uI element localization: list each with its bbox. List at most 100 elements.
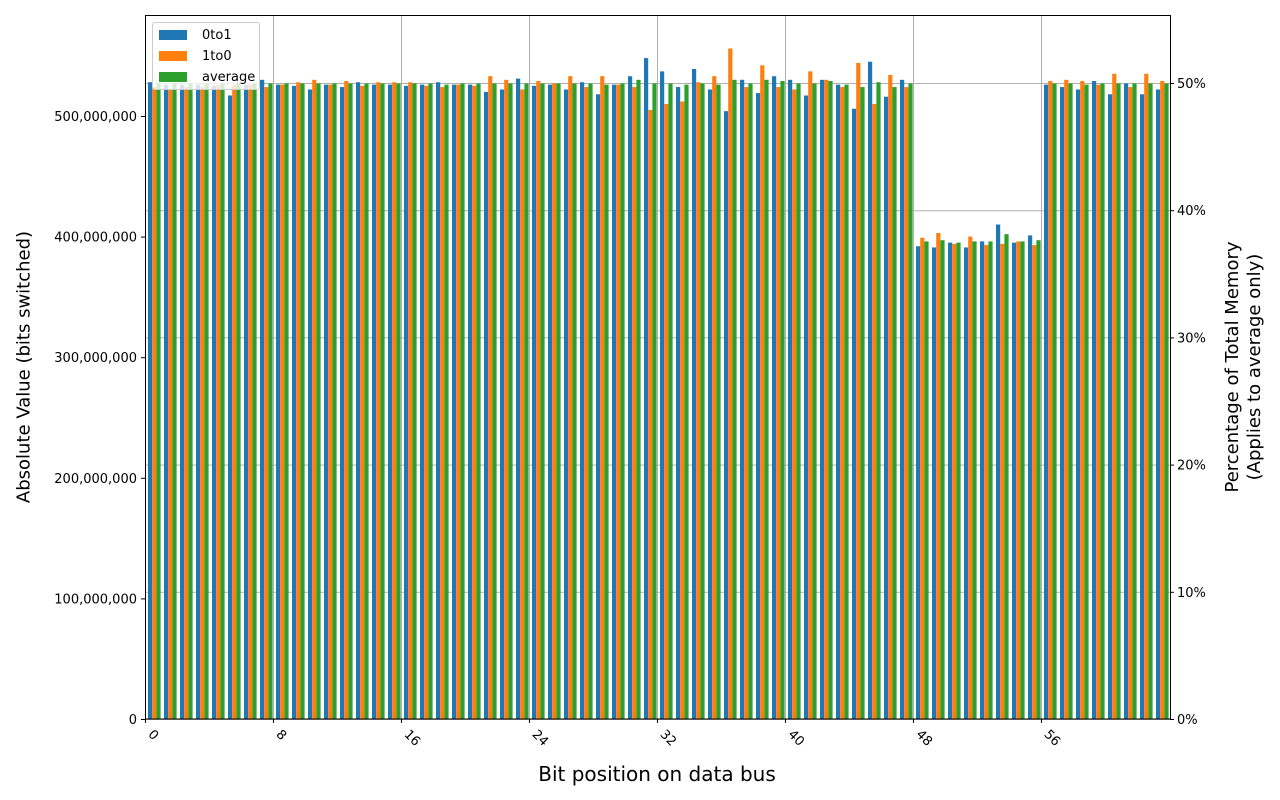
- bar-average: [524, 83, 529, 720]
- bar-0to1: [868, 61, 873, 720]
- bar-0to1: [724, 111, 729, 719]
- bar-average: [412, 83, 417, 720]
- bar-0to1: [884, 96, 889, 720]
- legend-item-1to0: 1to0: [159, 48, 232, 64]
- bar-average: [668, 83, 673, 720]
- bar-average: [284, 83, 289, 720]
- bar-1to0: [280, 84, 285, 720]
- bar-0to1: [1156, 89, 1161, 719]
- bar-average: [764, 79, 769, 719]
- bar-1to0: [408, 82, 413, 720]
- bar-1to0: [344, 81, 349, 719]
- bar-0to1: [612, 84, 617, 720]
- bar-average: [476, 83, 481, 720]
- bar-0to1: [1124, 83, 1129, 720]
- bar-average: [556, 83, 561, 720]
- bar-average: [812, 83, 817, 720]
- bar-0to1: [548, 84, 553, 720]
- bar-1to0: [520, 89, 525, 719]
- bar-0to1: [932, 247, 937, 720]
- x-tick-label: 24: [529, 727, 551, 749]
- bar-0to1: [964, 247, 969, 720]
- y-tick-label: 100,000,000: [54, 592, 137, 607]
- x-tick-label: 40: [785, 727, 807, 749]
- bar-1to0: [536, 81, 541, 719]
- y2-tick-label: 10%: [1177, 586, 1206, 601]
- bar-1to0: [1128, 87, 1133, 719]
- bar-average: [428, 83, 433, 720]
- bar-0to1: [948, 242, 953, 719]
- bar-average: [172, 83, 177, 720]
- bar-0to1: [564, 89, 569, 719]
- bar-0to1: [596, 94, 601, 720]
- bar-average: [1052, 83, 1057, 720]
- bar-1to0: [632, 87, 637, 719]
- bar-0to1: [1060, 87, 1065, 719]
- bar-1to0: [760, 65, 765, 719]
- bar-1to0: [264, 87, 269, 719]
- legend-label: 1to0: [202, 48, 232, 64]
- bar-average: [924, 241, 929, 719]
- bar-0to1: [820, 79, 825, 719]
- y-tick-label: 500,000,000: [54, 110, 137, 125]
- y-axis-right-label: Percentage of Total Memory (Applies to a…: [1222, 241, 1266, 492]
- y2-tick-label: 30%: [1177, 331, 1206, 346]
- bar-0to1: [388, 84, 393, 720]
- bar-0to1: [660, 71, 665, 720]
- bar-average: [796, 83, 801, 720]
- bar-average: [380, 83, 385, 720]
- bar-1to0: [904, 87, 909, 719]
- bar-1to0: [216, 84, 221, 720]
- y-axis-right-label-line1: Percentage of Total Memory: [1222, 241, 1243, 493]
- bar-average: [1004, 234, 1009, 720]
- bar-average: [508, 83, 513, 720]
- bar-average: [748, 83, 753, 720]
- bar-0to1: [772, 76, 777, 719]
- y-tick-label: 0: [129, 713, 137, 728]
- bar-1to0: [1144, 73, 1149, 720]
- bar-0to1: [788, 79, 793, 719]
- bar-1to0: [968, 236, 973, 719]
- bar-average: [364, 83, 369, 720]
- bar-average: [1132, 83, 1137, 720]
- bar-0to1: [244, 84, 249, 720]
- bar-1to0: [824, 79, 829, 719]
- bar-0to1: [148, 82, 153, 720]
- bar-1to0: [1000, 243, 1005, 719]
- bar-average: [956, 242, 961, 719]
- bar-1to0: [776, 87, 781, 719]
- bar-0to1: [1012, 242, 1017, 719]
- bar-average: [716, 84, 721, 720]
- bar-0to1: [372, 84, 377, 720]
- y2-tick-label: 20%: [1177, 459, 1206, 474]
- bar-average: [892, 87, 897, 719]
- bar-average: [300, 83, 305, 720]
- bar-average: [236, 83, 241, 720]
- bar-average: [1068, 83, 1073, 720]
- bar-average: [1100, 83, 1105, 720]
- bar-1to0: [872, 103, 877, 719]
- bar-0to1: [900, 79, 905, 719]
- bar-average: [316, 83, 321, 720]
- bar-1to0: [504, 79, 509, 719]
- bar-1to0: [616, 84, 621, 720]
- bar-1to0: [856, 62, 861, 720]
- x-axis-ticks: 0 8 16 24 32 40 48 56: [145, 719, 1063, 750]
- bar-1to0: [456, 84, 461, 720]
- y2-tick-label: 50%: [1177, 77, 1206, 92]
- y-tick-label: 400,000,000: [54, 231, 137, 246]
- bar-1to0: [360, 85, 365, 720]
- bar-1to0: [984, 245, 989, 720]
- bar-average: [860, 87, 865, 719]
- bar-0to1: [276, 84, 281, 720]
- bar-average: [636, 79, 641, 719]
- bar-average: [1020, 241, 1025, 719]
- bars: [148, 48, 1169, 720]
- bar-0to1: [996, 224, 1001, 720]
- bar-0to1: [692, 68, 697, 719]
- bar-average: [252, 83, 257, 720]
- bar-average: [732, 79, 737, 719]
- bar-0to1: [852, 108, 857, 720]
- bar-1to0: [1160, 81, 1165, 719]
